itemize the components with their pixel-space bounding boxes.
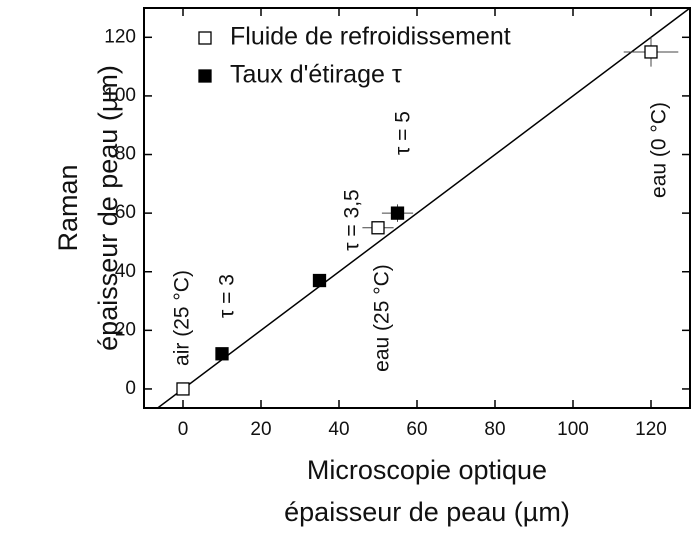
x-axis-label: Microscopie optique: [307, 455, 547, 485]
y-tick-label: 40: [115, 261, 136, 282]
legend-label: Taux d'étirage τ: [230, 61, 402, 89]
legend-marker: [198, 69, 212, 83]
annotation: eau (0 °C): [648, 102, 671, 198]
x-tick-label: 60: [406, 419, 427, 440]
point: [215, 347, 229, 361]
y-tick-label: 100: [104, 85, 136, 106]
x-axis-label: épaisseur de peau (µm): [284, 497, 570, 527]
legend-label: Fluide de refroidissement: [230, 23, 511, 51]
annotation: τ = 5: [392, 111, 415, 155]
point: [390, 206, 405, 220]
point: [371, 221, 385, 235]
legend-marker: [198, 31, 212, 45]
point: [312, 273, 327, 288]
x-tick-label: 100: [557, 419, 589, 440]
y-axis-label: épaisseur de peau (µm): [93, 65, 123, 351]
plot-frame: [143, 7, 691, 409]
y-tick-label: 120: [104, 26, 136, 47]
x-tick-label: 0: [178, 419, 189, 440]
annotation: air (25 °C): [171, 270, 194, 366]
annotation: τ = 3: [216, 274, 239, 318]
x-tick-label: 20: [250, 419, 271, 440]
y-tick-label: 20: [115, 319, 136, 340]
point: [644, 45, 658, 59]
x-tick-label: 40: [328, 419, 349, 440]
y-tick-label: 60: [115, 202, 136, 223]
x-tick-label: 120: [635, 419, 667, 440]
y-tick-label: 0: [125, 378, 136, 399]
y-tick-label: 80: [115, 144, 136, 165]
point: [176, 382, 190, 396]
y-axis-label: Raman: [53, 164, 83, 251]
annotation: eau (25 °C): [371, 264, 394, 372]
fit-line: [156, 8, 690, 408]
x-tick-label: 80: [484, 419, 505, 440]
annotation: τ = 3,5: [341, 189, 364, 250]
